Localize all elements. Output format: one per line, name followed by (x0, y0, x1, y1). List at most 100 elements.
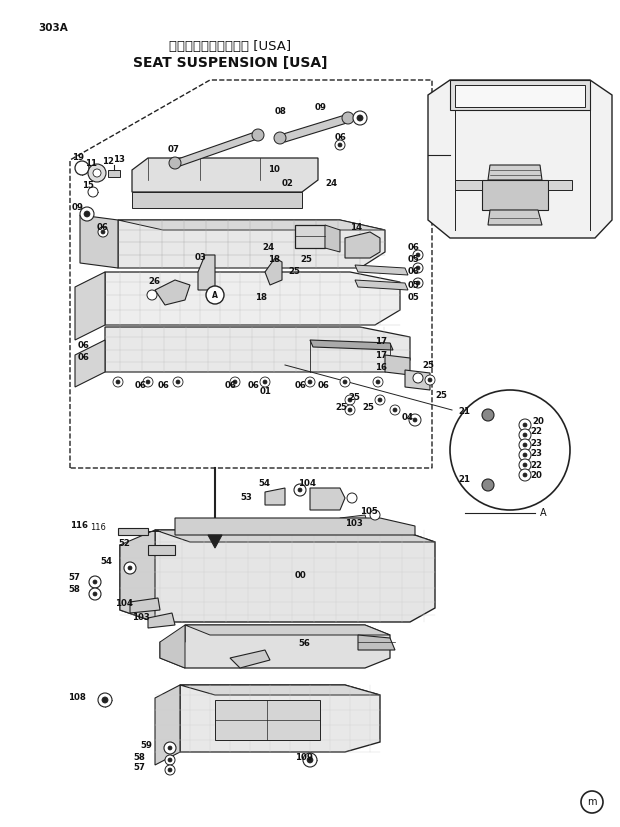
Circle shape (523, 433, 527, 437)
Text: 06: 06 (78, 341, 90, 350)
Circle shape (98, 227, 108, 237)
Text: 57: 57 (133, 763, 145, 772)
Polygon shape (75, 272, 105, 340)
Circle shape (416, 266, 420, 270)
Text: 23: 23 (530, 438, 542, 447)
Text: 58: 58 (133, 753, 145, 762)
Text: 11: 11 (85, 160, 97, 169)
Polygon shape (215, 700, 320, 740)
Polygon shape (148, 545, 175, 555)
Circle shape (519, 439, 531, 451)
Circle shape (340, 377, 350, 387)
Text: 25: 25 (288, 267, 300, 276)
Circle shape (165, 755, 175, 765)
Polygon shape (500, 420, 510, 480)
Polygon shape (118, 220, 385, 230)
Circle shape (375, 395, 385, 405)
Polygon shape (548, 180, 572, 190)
Text: 59: 59 (140, 740, 152, 749)
Polygon shape (175, 518, 415, 535)
Text: 06: 06 (335, 133, 347, 142)
Circle shape (98, 693, 112, 707)
Polygon shape (160, 625, 390, 668)
Polygon shape (118, 220, 385, 268)
Circle shape (390, 405, 400, 415)
Circle shape (176, 380, 180, 384)
Polygon shape (105, 272, 400, 325)
Polygon shape (208, 535, 222, 548)
Text: 06: 06 (225, 380, 237, 390)
Circle shape (274, 132, 286, 144)
Text: 20: 20 (530, 471, 542, 480)
Text: 22: 22 (530, 428, 542, 437)
Circle shape (233, 380, 237, 384)
Text: 25: 25 (335, 404, 347, 413)
Circle shape (345, 405, 355, 415)
Polygon shape (198, 255, 215, 290)
Polygon shape (120, 530, 155, 622)
Circle shape (146, 380, 150, 384)
Text: 14: 14 (350, 223, 362, 232)
Polygon shape (108, 170, 120, 177)
Circle shape (348, 408, 352, 412)
Text: 02: 02 (282, 179, 294, 188)
Text: 20: 20 (532, 418, 544, 427)
Circle shape (413, 418, 417, 422)
Circle shape (75, 161, 89, 175)
Circle shape (581, 791, 603, 813)
Text: 116: 116 (90, 523, 106, 533)
Circle shape (345, 395, 355, 405)
Polygon shape (355, 280, 408, 290)
Text: 18: 18 (268, 256, 280, 265)
Text: 54: 54 (100, 557, 112, 566)
Circle shape (147, 290, 157, 300)
Circle shape (102, 697, 108, 703)
Polygon shape (355, 265, 408, 275)
Polygon shape (132, 192, 302, 208)
Text: 12: 12 (102, 157, 114, 166)
Circle shape (357, 115, 363, 121)
Polygon shape (358, 635, 395, 650)
Text: 104: 104 (115, 599, 133, 608)
Text: m: m (587, 797, 596, 807)
Text: A: A (212, 290, 218, 299)
Circle shape (305, 377, 315, 387)
Circle shape (128, 566, 132, 570)
Circle shape (519, 449, 531, 461)
Polygon shape (155, 280, 190, 305)
Circle shape (88, 164, 106, 182)
Text: 17: 17 (375, 351, 387, 360)
Text: 18: 18 (255, 294, 267, 303)
Polygon shape (480, 420, 500, 480)
Text: 26: 26 (148, 278, 160, 286)
Text: 07: 07 (168, 146, 180, 155)
Polygon shape (310, 340, 393, 350)
Circle shape (335, 140, 345, 150)
Text: 109: 109 (295, 753, 313, 762)
Text: 13: 13 (113, 155, 125, 164)
Polygon shape (185, 625, 390, 635)
Circle shape (168, 746, 172, 750)
Text: 06: 06 (408, 267, 420, 276)
Circle shape (169, 157, 181, 169)
Polygon shape (148, 613, 175, 628)
Polygon shape (180, 685, 380, 695)
Circle shape (370, 510, 380, 520)
Text: 00: 00 (295, 571, 307, 580)
Text: 116: 116 (70, 520, 88, 529)
Polygon shape (428, 80, 612, 238)
Circle shape (416, 281, 420, 285)
Circle shape (523, 473, 527, 477)
Text: 25: 25 (422, 361, 434, 370)
Text: 103: 103 (345, 519, 363, 528)
Circle shape (413, 250, 423, 260)
Circle shape (523, 443, 527, 447)
Text: 05: 05 (408, 294, 420, 303)
Text: 23: 23 (530, 450, 542, 458)
Text: 04: 04 (402, 414, 414, 423)
Text: 52: 52 (118, 538, 130, 547)
Text: 58: 58 (68, 586, 80, 595)
Text: 10: 10 (268, 165, 280, 174)
Text: 21: 21 (458, 408, 470, 417)
Polygon shape (280, 115, 350, 142)
